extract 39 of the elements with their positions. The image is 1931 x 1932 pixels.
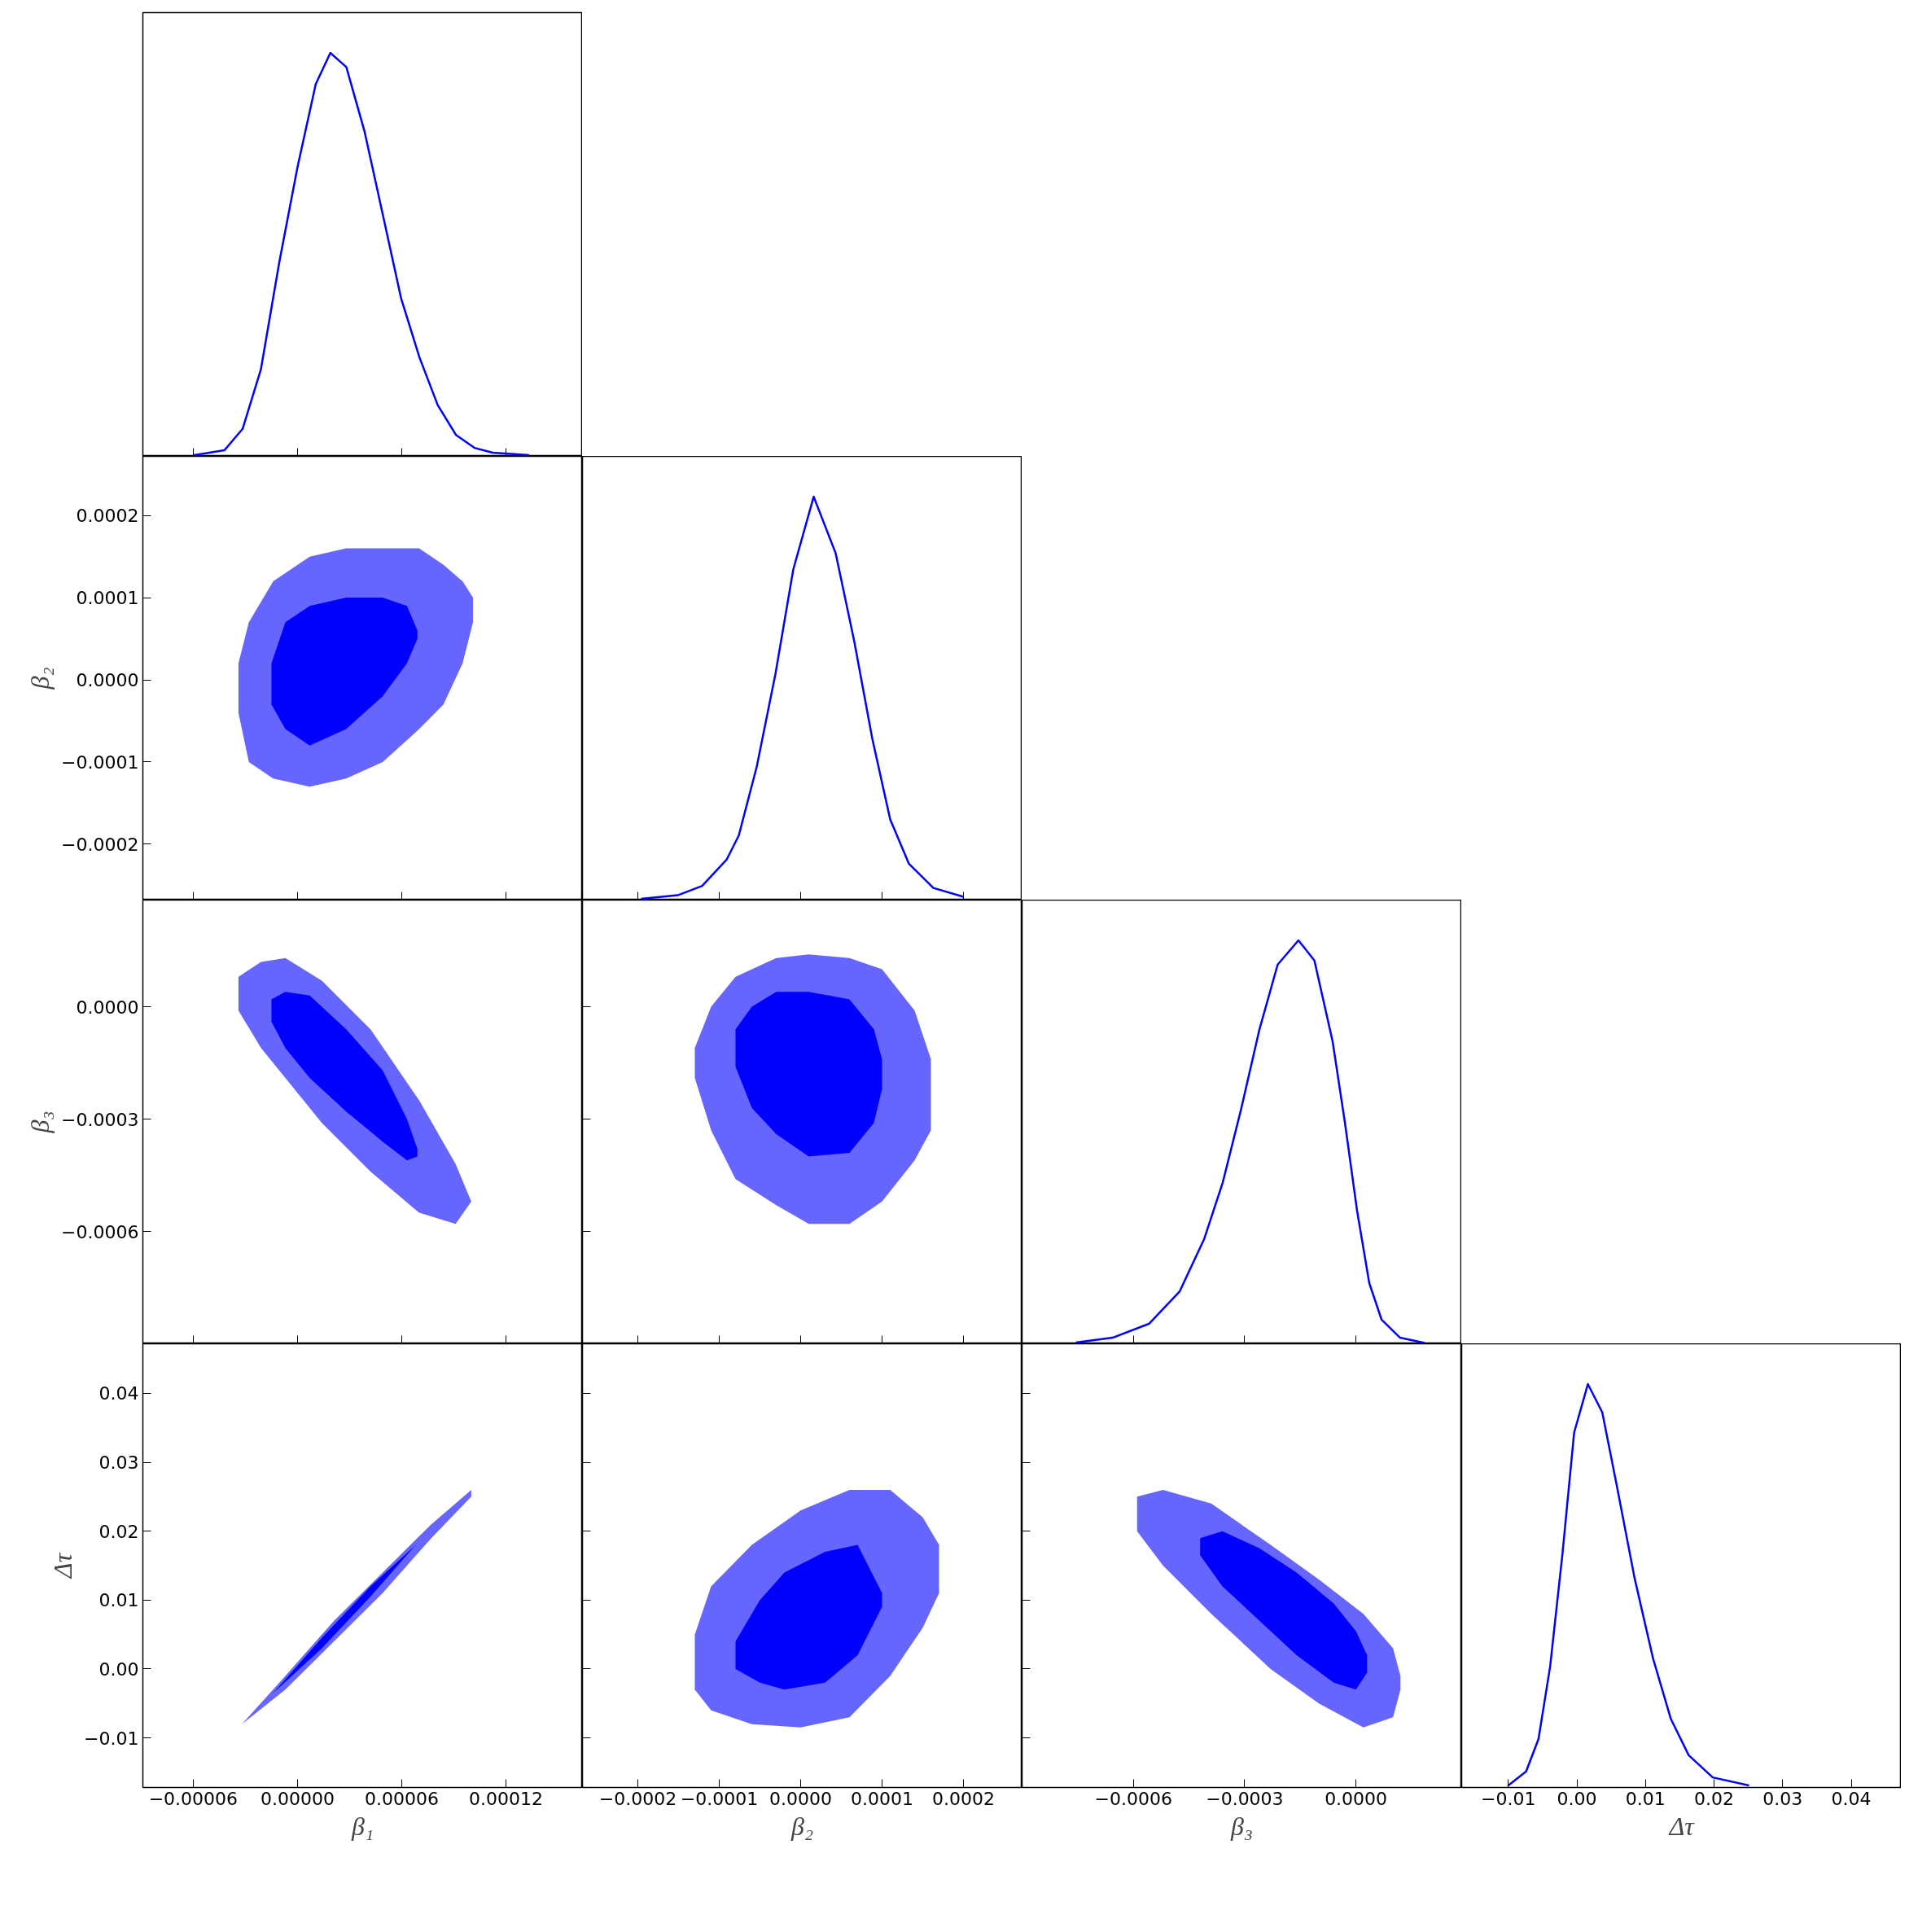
x-tick-label: 0.03 [1762, 1788, 1803, 1809]
x-tick-label: 0.00012 [469, 1788, 544, 1809]
x-axis-title: β₃ [1229, 1811, 1254, 1841]
x-axis-title: β₂ [790, 1811, 814, 1841]
x-tick-label: 0.0001 [851, 1788, 913, 1809]
x-tick-label: 0.0002 [932, 1788, 995, 1809]
x-axis-title: β₁ [350, 1811, 374, 1841]
x-tick-label: 0.04 [1831, 1788, 1872, 1809]
x-tick-label: −0.0001 [680, 1788, 759, 1809]
x-axis-title: Δτ [1667, 1811, 1696, 1841]
y-tick-label: 0.00 [99, 1658, 139, 1680]
y-axis-title: β₂ [25, 667, 55, 690]
y-tick-label: 0.0002 [76, 506, 139, 527]
y-tick-label: 0.0000 [76, 670, 139, 691]
x-tick-label: 0.0000 [1325, 1788, 1388, 1809]
y-tick-label: 0.0000 [76, 997, 139, 1018]
x-tick-label: 0.00000 [260, 1788, 335, 1809]
x-tick-label: 0.02 [1694, 1788, 1735, 1809]
x-tick-label: −0.01 [1481, 1788, 1536, 1809]
y-axis-title: Δτ [48, 1552, 78, 1580]
y-tick-label: 0.0001 [76, 588, 139, 609]
x-tick-label: 0.00006 [365, 1788, 440, 1809]
y-tick-label: −0.01 [84, 1728, 139, 1749]
x-tick-label: −0.0002 [598, 1788, 677, 1809]
x-tick-label: −0.0003 [1206, 1788, 1284, 1809]
y-tick-label: −0.0003 [61, 1109, 139, 1130]
y-tick-label: 0.03 [99, 1452, 139, 1474]
y-tick-label: 0.02 [99, 1521, 139, 1542]
x-tick-label: −0.0006 [1094, 1788, 1172, 1809]
x-tick-label: 0.00 [1557, 1788, 1597, 1809]
x-tick-label: 0.0000 [769, 1788, 832, 1809]
x-tick-label: 0.01 [1625, 1788, 1666, 1809]
y-tick-label: 0.01 [99, 1590, 139, 1611]
y-axis-title: β₃ [25, 1111, 55, 1134]
y-tick-label: 0.04 [99, 1383, 139, 1404]
y-tick-label: −0.0001 [61, 751, 139, 773]
x-tick-label: −0.00006 [148, 1788, 239, 1809]
y-tick-label: −0.0006 [61, 1221, 139, 1242]
y-tick-label: −0.0002 [61, 834, 139, 855]
